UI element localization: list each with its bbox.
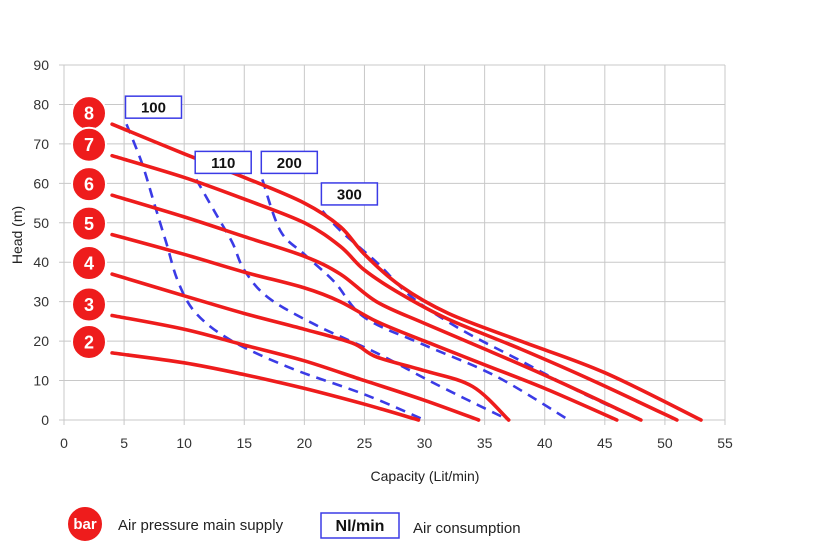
pressure-badge-2	[71, 323, 107, 360]
y-tick-label: 60	[33, 175, 49, 191]
x-tick-label: 50	[657, 435, 673, 451]
x-tick-label: 5	[120, 435, 128, 451]
x-tick-label: 10	[176, 435, 192, 451]
air-curve-110	[195, 178, 510, 422]
air-consumption-labels: 100 110 200 300	[124, 95, 379, 206]
pressure-badges: 8 7 6 5 4 3 2	[71, 95, 107, 360]
air-curve-200	[261, 178, 570, 422]
x-tick-labels: 0 5 10 15 20 25 30 35 40 45 50 55	[60, 435, 733, 451]
grid	[59, 64, 726, 425]
y-tick-label: 40	[33, 254, 49, 270]
pressure-badge-4	[71, 245, 107, 282]
pressure-badge-label: 7	[84, 135, 94, 155]
pressure-badge-5	[71, 205, 107, 242]
legend-bar-symbol: bar	[73, 516, 97, 533]
y-tick-label: 20	[33, 333, 49, 349]
air-curve-100	[125, 123, 426, 422]
pressure-badge-6	[71, 166, 107, 203]
x-tick-label: 35	[477, 435, 493, 451]
pressure-badge-label: 5	[84, 214, 94, 234]
pressure-badge-label: 4	[84, 254, 94, 274]
air-curve-300	[321, 210, 642, 422]
air-box-200	[260, 150, 319, 175]
y-tick-label: 10	[33, 373, 49, 389]
pressure-curve-4	[110, 272, 511, 422]
pressure-badge-label: 3	[84, 295, 94, 315]
air-box-label: 200	[277, 155, 302, 172]
y-tick-label: 80	[33, 96, 49, 112]
air-box-300	[320, 182, 379, 206]
legend-bar-badge	[66, 505, 104, 543]
y-tick-label: 50	[33, 215, 49, 231]
legend-air-symbol: Nl/min	[336, 518, 385, 535]
x-axis-label: Capacity (Lit/min)	[371, 468, 480, 484]
pressure-curve-6	[110, 193, 643, 422]
legend-air-box	[320, 512, 400, 539]
x-tick-label: 0	[60, 435, 68, 451]
pressure-badge-label: 8	[84, 104, 94, 124]
pressure-curve-3	[110, 313, 481, 422]
air-box-label: 300	[337, 186, 362, 203]
legend-pressure-label: Air pressure main supply	[118, 517, 284, 534]
legend: bar Air pressure main supply Nl/min Air …	[66, 505, 521, 543]
air-box-100	[124, 95, 183, 119]
legend-air-label: Air consumption	[413, 520, 521, 537]
x-tick-label: 55	[717, 435, 733, 451]
air-consumption-curves	[125, 123, 642, 422]
pressure-badge-label: 2	[84, 332, 94, 352]
pressure-curve-5	[110, 232, 619, 422]
x-tick-label: 20	[297, 435, 313, 451]
x-tick-label: 40	[537, 435, 553, 451]
x-tick-label: 15	[236, 435, 252, 451]
y-tick-label: 90	[33, 57, 49, 73]
pressure-curve-2	[110, 351, 421, 422]
y-tick-label: 30	[33, 294, 49, 310]
y-tick-labels: 0 10 20 30 40 50 60 70 80 90	[33, 57, 49, 428]
y-tick-label: 0	[41, 412, 49, 428]
pressure-badge-7	[71, 126, 107, 163]
air-box-label: 100	[141, 100, 166, 117]
air-box-label: 110	[211, 155, 235, 172]
y-tick-label: 70	[33, 136, 49, 152]
pressure-curve-7	[110, 153, 679, 422]
x-tick-label: 30	[417, 435, 433, 451]
x-tick-label: 25	[357, 435, 373, 451]
x-tick-label: 45	[597, 435, 613, 451]
pressure-curves	[110, 122, 703, 422]
pressure-badge-3	[71, 286, 107, 323]
y-axis-label: Head (m)	[9, 206, 25, 264]
pressure-badge-label: 6	[84, 175, 94, 195]
air-box-110	[194, 150, 252, 175]
